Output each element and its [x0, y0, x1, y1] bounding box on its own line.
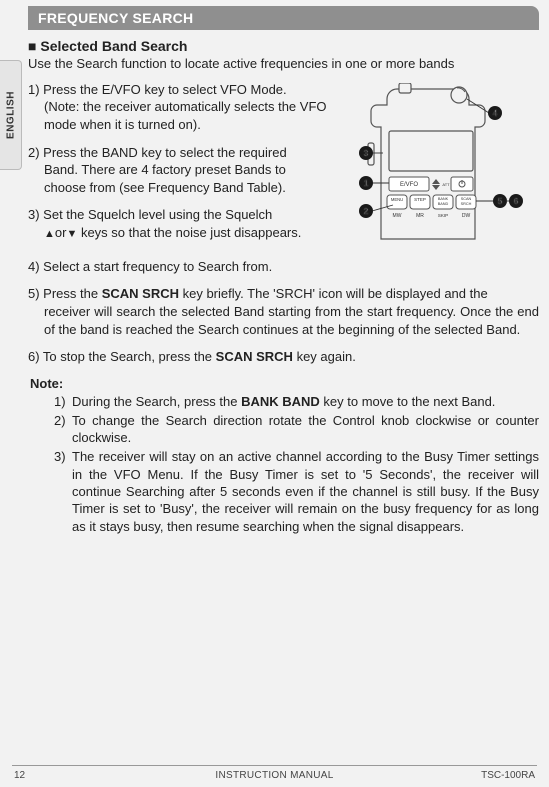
step-1: 1) Press the E/VFO key to select VFO Mod…: [28, 81, 331, 134]
steps-with-figure: 1) Press the E/VFO key to select VFO Mod…: [28, 81, 539, 258]
att-label: ATT: [442, 182, 450, 187]
note-2: 2) To change the Search direction rotate…: [54, 412, 539, 447]
note-3: 3) The receiver will stay on an active c…: [54, 448, 539, 534]
content-area: FREQUENCY SEARCH ■ Selected Band Search …: [28, 6, 539, 761]
svg-text:3: 3: [364, 149, 369, 158]
note-1-pre: During the Search, press the: [72, 394, 241, 409]
step-3-post: keys so that the noise just disappears.: [77, 225, 301, 240]
note-2-text: To change the Search direction rotate th…: [72, 413, 539, 445]
svg-text:1: 1: [364, 179, 369, 188]
note-1: 1) During the Search, press the BANK BAN…: [54, 393, 539, 410]
step-4: 4) Select a start frequency to Search fr…: [28, 258, 539, 276]
note-3-num: 3): [54, 448, 66, 465]
subsection-text: Selected Band Search: [40, 38, 187, 54]
section-banner: FREQUENCY SEARCH: [28, 6, 539, 30]
svg-text:SKIP: SKIP: [438, 213, 448, 218]
step-1-line1: 1) Press the E/VFO key to select VFO Mod…: [28, 81, 331, 99]
page-number: 12: [14, 770, 25, 781]
note-1-post: key to move to the next Band.: [320, 394, 496, 409]
footer-mid: INSTRUCTION MANUAL: [215, 770, 333, 781]
subsection-heading: ■ Selected Band Search: [28, 38, 539, 54]
manual-page: ENGLISH FREQUENCY SEARCH ■ Selected Band…: [0, 0, 549, 787]
note-1-bold: BANK BAND: [241, 394, 320, 409]
language-label: ENGLISH: [5, 91, 16, 139]
device-figure: E/VFO ATT MENU MW: [339, 83, 539, 258]
step-2-line2: Band. There are 4 factory preset Bands t…: [28, 161, 331, 196]
intro-text: Use the Search function to locate active…: [28, 56, 539, 73]
step-3-or: or: [55, 225, 67, 240]
svg-text:STEP: STEP: [414, 197, 426, 202]
step-5-line1: 5) Press the SCAN SRCH key briefly. The …: [28, 285, 539, 303]
footer-model: TSC-100RA: [481, 770, 535, 781]
step-3-line2: ▲or▼ keys so that the noise just disappe…: [28, 224, 331, 242]
step-4-text: 4) Select a start frequency to Search fr…: [28, 258, 539, 276]
evfo-label: E/VFO: [400, 182, 418, 188]
svg-text:MR: MR: [416, 213, 424, 219]
svg-text:MW: MW: [393, 213, 402, 219]
svg-text:4: 4: [493, 109, 498, 118]
step-5-line2: receiver will search the selected Band s…: [28, 303, 539, 338]
svg-text:SRCH: SRCH: [461, 202, 472, 206]
notes-list: 1) During the Search, press the BANK BAN…: [28, 393, 539, 535]
step-1-line2: (Note: the receiver automatically select…: [28, 98, 331, 133]
note-1-num: 1): [54, 393, 66, 410]
step-5: 5) Press the SCAN SRCH key briefly. The …: [28, 285, 539, 338]
step-2: 2) Press the BAND key to select the requ…: [28, 144, 331, 197]
screen: [389, 131, 473, 171]
step-3: 3) Set the Squelch level using the Squel…: [28, 206, 331, 241]
svg-text:SCAN: SCAN: [461, 197, 472, 201]
svg-text:6: 6: [514, 197, 519, 206]
control-knob: [451, 87, 467, 103]
language-tab: ENGLISH: [0, 60, 22, 170]
steps-4-6: 4) Select a start frequency to Search fr…: [28, 258, 539, 366]
step-6: 6) To stop the Search, press the SCAN SR…: [28, 348, 539, 366]
svg-text:MENU: MENU: [391, 197, 403, 202]
svg-text:2: 2: [364, 207, 369, 216]
note-3-text: The receiver will stay on an active chan…: [72, 449, 539, 533]
device-svg: E/VFO ATT MENU MW: [339, 83, 539, 253]
steps-1-3: 1) Press the E/VFO key to select VFO Mod…: [28, 81, 331, 252]
note-heading: Note:: [30, 376, 539, 391]
step-6-text: 6) To stop the Search, press the SCAN SR…: [28, 348, 539, 366]
page-footer: 12 INSTRUCTION MANUAL TSC-100RA: [0, 765, 549, 783]
svg-text:BANK: BANK: [438, 197, 449, 201]
svg-text:BAND: BAND: [438, 202, 449, 206]
antenna-stub: [399, 83, 411, 93]
step-2-line1: 2) Press the BAND key to select the requ…: [28, 144, 331, 162]
svg-text:DW: DW: [462, 213, 471, 219]
svg-text:5: 5: [498, 197, 503, 206]
step-3-line1: 3) Set the Squelch level using the Squel…: [28, 206, 331, 224]
note-2-num: 2): [54, 412, 66, 429]
